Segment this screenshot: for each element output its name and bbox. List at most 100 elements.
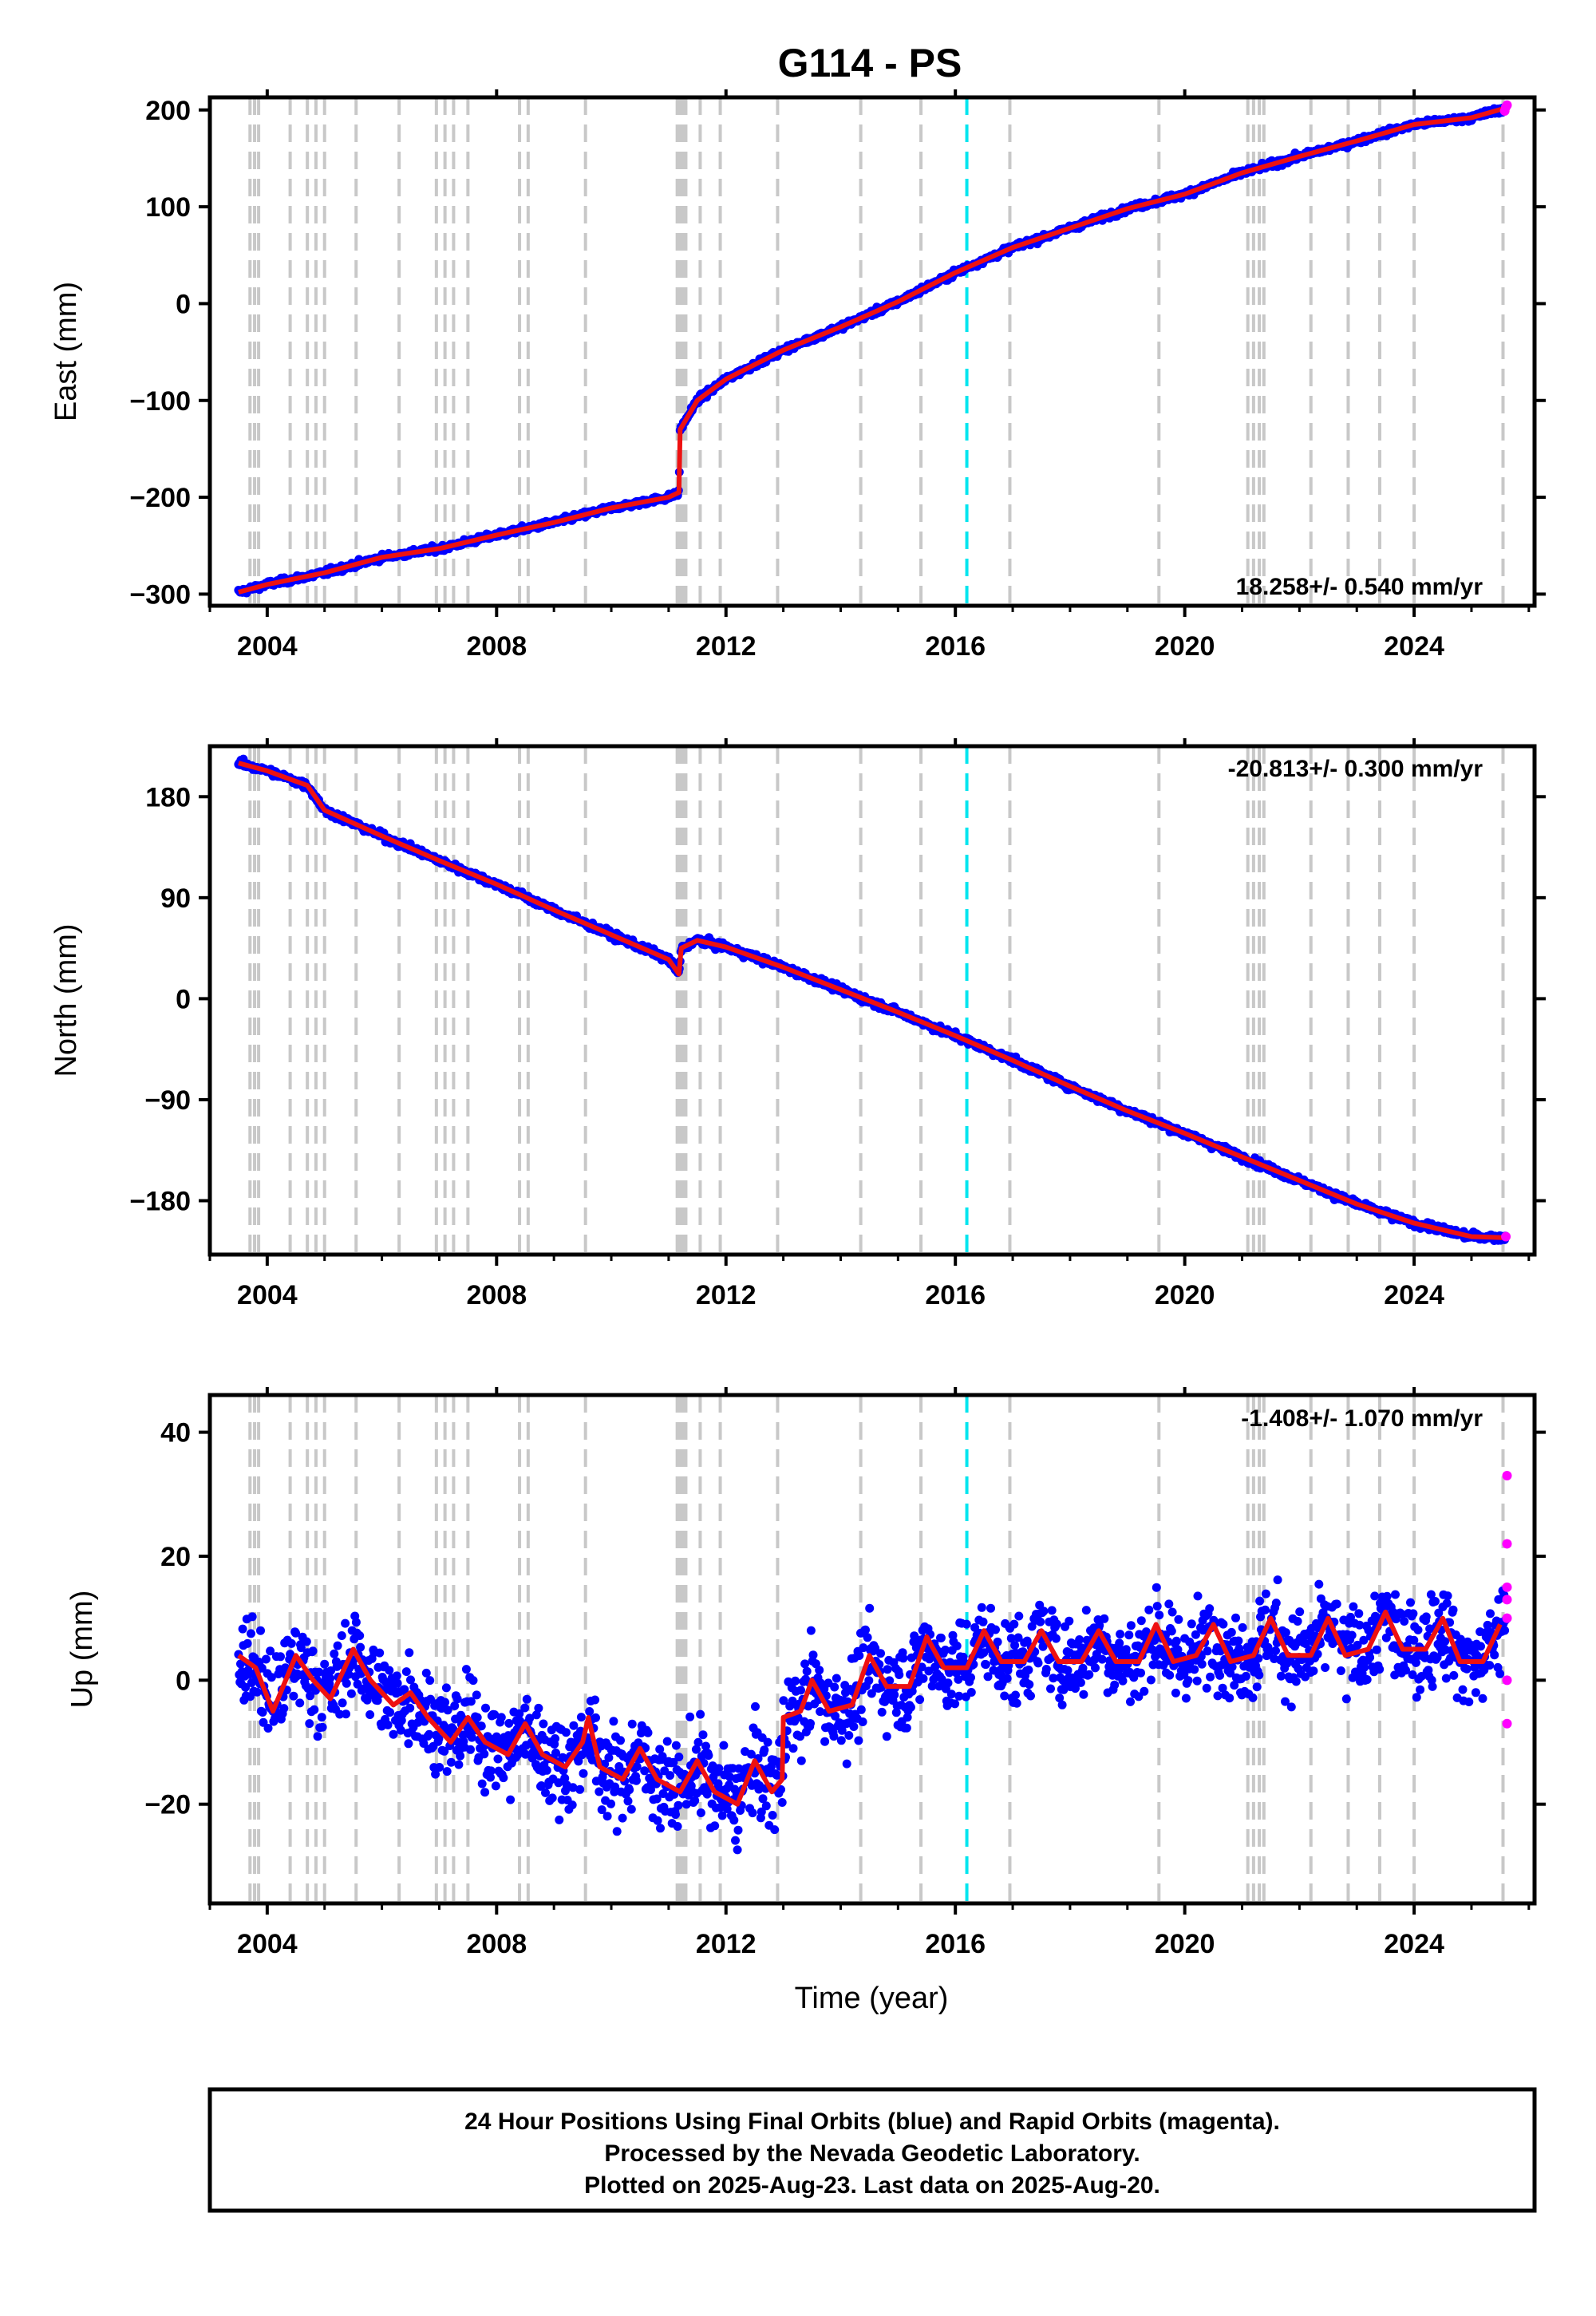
final-orbit-point [604, 1753, 614, 1762]
final-orbit-point [575, 1784, 585, 1794]
final-orbit-point [1126, 1621, 1136, 1630]
final-orbit-point [643, 1728, 653, 1737]
final-orbit-point [454, 1760, 464, 1769]
final-orbit-point [890, 1690, 899, 1700]
final-orbit-point [918, 1674, 928, 1683]
final-orbit-point [808, 1650, 818, 1660]
final-orbit-point [1215, 1670, 1225, 1680]
final-orbit-point [1116, 1630, 1125, 1639]
final-orbit-point [761, 1801, 771, 1811]
final-orbit-point [806, 1626, 816, 1635]
final-orbit-point [337, 1631, 346, 1640]
final-orbit-point [569, 1721, 579, 1730]
final-orbit-point [542, 1765, 551, 1775]
final-orbit-point [693, 1737, 703, 1747]
final-orbit-point [1024, 1666, 1033, 1674]
final-orbit-point [551, 1734, 560, 1743]
final-orbit-point [1230, 1681, 1239, 1690]
final-orbit-point [710, 1821, 720, 1831]
plot-area [234, 97, 1512, 606]
final-orbit-point [1118, 1676, 1128, 1686]
final-orbit-point [291, 1628, 300, 1638]
final-orbit-point [760, 1745, 769, 1755]
final-orbit-point [696, 1808, 705, 1817]
final-orbit-point [241, 1682, 251, 1692]
rapid-orbit-point [1502, 100, 1512, 110]
final-orbit-point [591, 1695, 600, 1705]
final-orbit-point [763, 1737, 772, 1747]
final-orbit-point [1036, 1617, 1045, 1626]
final-orbit-point [1057, 1700, 1067, 1709]
final-orbit-point [717, 1811, 727, 1820]
final-orbit-point [525, 1713, 535, 1723]
final-orbit-point [612, 1827, 622, 1836]
final-orbit-point [768, 1811, 777, 1820]
final-orbit-point [595, 1787, 604, 1796]
final-orbit-point [1218, 1683, 1227, 1693]
final-orbit-point [1041, 1665, 1051, 1674]
final-orbit-point [734, 1764, 744, 1773]
north-panel: 2004 2008 2012 2016 2020 2024−180−90090180Nor… [49, 738, 1546, 1310]
final-orbit-point [1171, 1636, 1181, 1646]
final-orbit-point [1167, 1607, 1177, 1617]
final-orbit-point [859, 1643, 868, 1653]
final-orbit-point [685, 1712, 695, 1721]
final-orbit-point [576, 1713, 586, 1722]
model-fit-line [238, 761, 1507, 1240]
final-orbit-point [499, 1773, 508, 1783]
final-orbit-point [521, 1749, 530, 1759]
final-orbit-point [1002, 1674, 1012, 1683]
final-orbit-point [830, 1682, 839, 1692]
final-orbit-point [1047, 1606, 1057, 1615]
y-tick-label: −180 [129, 1187, 191, 1217]
final-orbit-point [1241, 1671, 1250, 1681]
final-orbit-point [1321, 1663, 1330, 1672]
final-orbit-point [591, 1713, 600, 1722]
final-orbit-point [247, 1612, 257, 1622]
final-orbit-point [276, 1652, 285, 1662]
final-orbit-point [770, 1825, 780, 1835]
final-orbit-point [1252, 1682, 1262, 1692]
final-orbit-point [806, 1719, 815, 1728]
final-orbit-point [1000, 1691, 1009, 1701]
final-orbit-point [1144, 1605, 1154, 1614]
final-orbit-point [831, 1711, 840, 1721]
final-orbit-point [883, 1665, 892, 1674]
final-orbit-point [748, 1808, 757, 1818]
final-orbit-point [1055, 1694, 1065, 1703]
final-orbit-point [434, 1734, 444, 1744]
final-orbit-point [1164, 1599, 1174, 1609]
final-orbit-point [776, 1784, 785, 1794]
final-orbit-point [728, 1764, 737, 1773]
final-orbit-point [1238, 1622, 1247, 1632]
final-orbit-point [1146, 1675, 1156, 1685]
final-orbit-point [452, 1694, 462, 1704]
final-orbit-point [568, 1783, 578, 1792]
final-orbit-point [1309, 1666, 1318, 1676]
final-orbit-point [421, 1668, 431, 1678]
final-orbit-point [796, 1686, 805, 1695]
final-orbit-point [863, 1633, 872, 1642]
final-orbit-point [504, 1718, 514, 1728]
final-orbit-point [330, 1649, 339, 1658]
final-orbit-point [1075, 1635, 1084, 1644]
final-orbit-point [618, 1813, 627, 1823]
final-orbit-point [567, 1800, 577, 1810]
final-orbit-point [815, 1666, 824, 1675]
final-orbit-point [405, 1703, 415, 1713]
final-orbit-point [766, 1762, 776, 1772]
final-orbit-point [698, 1730, 708, 1740]
final-orbit-point [585, 1707, 595, 1716]
y-tick-label: −90 [144, 1085, 191, 1116]
final-orbit-point [1014, 1611, 1024, 1621]
final-orbit-point [305, 1719, 314, 1729]
final-orbit-point [733, 1845, 742, 1855]
final-orbit-point [882, 1732, 891, 1741]
final-orbit-point [344, 1670, 354, 1679]
final-orbit-point [1295, 1607, 1305, 1617]
final-orbit-point [406, 1675, 415, 1685]
final-orbit-point [1011, 1690, 1020, 1700]
x-tick-label: 2016 [925, 631, 986, 662]
final-orbit-point [1174, 1614, 1183, 1624]
